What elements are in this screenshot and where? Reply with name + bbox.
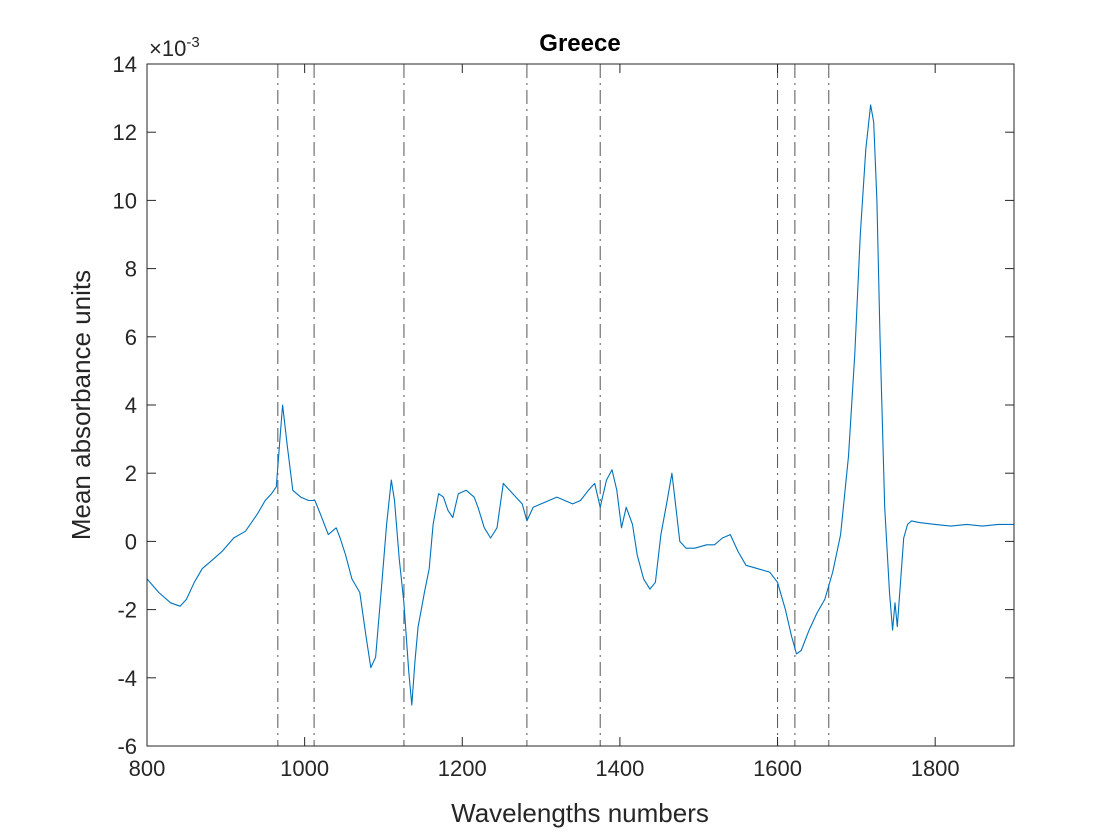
y-tick-label: -6 (117, 734, 137, 759)
series-line-0 (146, 104, 1014, 706)
y-exponent-label: ×10-3 (149, 34, 200, 61)
x-tick-label: 1400 (595, 756, 644, 781)
series-layer (146, 104, 1014, 706)
y-exponent-base: ×10 (149, 36, 186, 61)
y-tick-label: -4 (117, 666, 137, 691)
y-axis-title: Mean absorbance units (66, 270, 96, 540)
x-tick-label: 800 (129, 756, 166, 781)
y-tick-label: 14 (113, 52, 137, 77)
y-tick-label: 12 (113, 120, 137, 145)
x-tick-label: 1600 (753, 756, 802, 781)
chart-title: Greece (539, 30, 620, 57)
y-tick-label: -2 (117, 598, 137, 623)
plot-background (147, 64, 1014, 746)
y-tick-label: 2 (125, 461, 137, 486)
x-tick-label: 1000 (280, 756, 329, 781)
reference-lines (277, 64, 830, 746)
x-axis: 800 1000 1200 1400 1600 1800 (129, 64, 960, 781)
y-exponent-power: -3 (186, 34, 199, 51)
x-tick-label: 1800 (911, 756, 960, 781)
x-axis-title: Wavelengths numbers (451, 798, 709, 828)
x-tick-label: 1200 (438, 756, 487, 781)
y-axis: -6 -4 -2 0 2 4 6 8 10 12 14 (113, 52, 1014, 759)
y-tick-label: 10 (113, 188, 137, 213)
y-tick-label: 4 (125, 393, 137, 418)
y-tick-label: 8 (125, 257, 137, 282)
y-tick-label: 6 (125, 325, 137, 350)
y-tick-label: 0 (125, 529, 137, 554)
